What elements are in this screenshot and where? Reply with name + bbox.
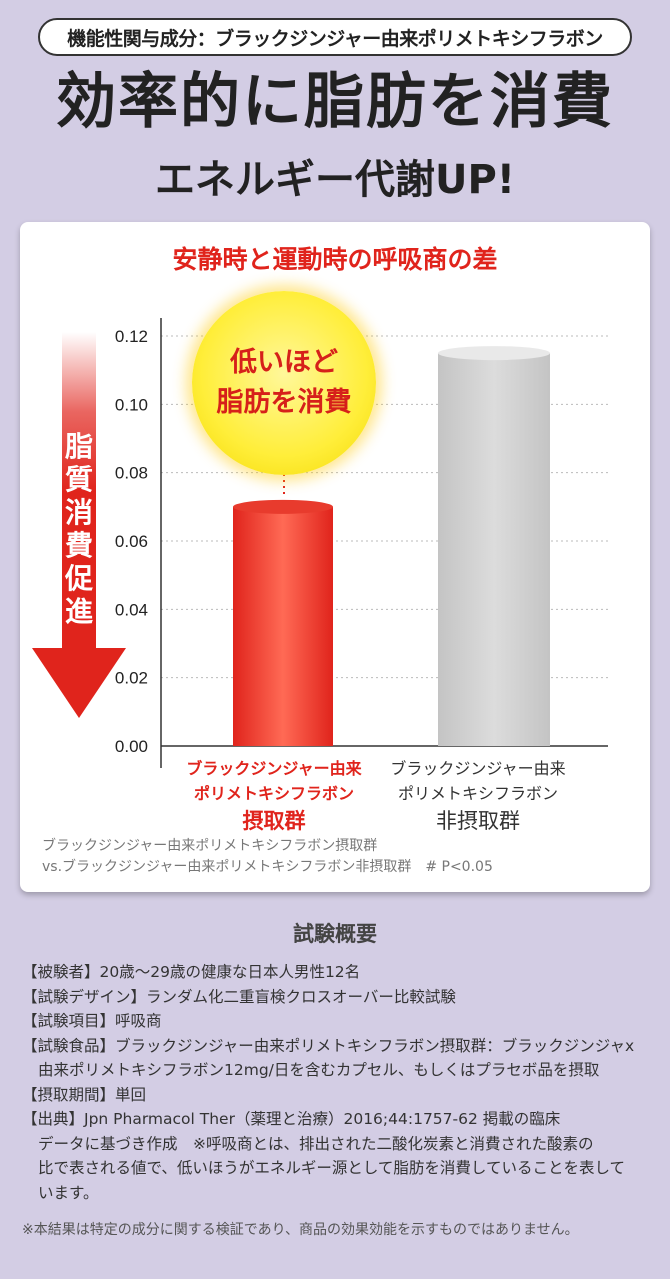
summary-source-2: データに基づき作成 ※呼吸商とは、排出された二酸化炭素と消費された酸素の — [38, 1134, 594, 1153]
x-label-treated-line-3: 摂取群 — [242, 809, 306, 833]
x-label-treated-line-2: ポリメトキシフラボン — [193, 784, 354, 803]
study-summary: 【被験者】20歳〜29歳の健康な日本人男性12名 【試験デザイン】ランダム化二重… — [22, 960, 648, 1205]
chart-footnote: ブラックジンジャー由来ポリメトキシフラボン摂取群 vs.ブラックジンジャー由来ポ… — [42, 836, 493, 878]
bar-treated — [233, 499, 333, 746]
functional-ingredient-pill: 機能性関与成分：ブラックジンジャー由来ポリメトキシフラボン — [38, 18, 632, 56]
callout-line-2: 脂肪を消費 — [216, 387, 352, 418]
footnote-line-2: vs.ブラックジンジャー由来ポリメトキシフラボン非摂取群 # P<0.05 — [42, 859, 493, 875]
y-tick-label: 0.08 — [115, 464, 148, 483]
y-tick-label: 0.00 — [115, 737, 148, 756]
y-tick-label: 0.02 — [115, 669, 148, 688]
summary-source-3: 比で表される値で、低いほうがエネルギー源として脂肪を消費していることを表して — [38, 1159, 625, 1177]
summary-period: 【摂取期間】単回 — [22, 1085, 147, 1104]
summary-food-1: 【試験食品】ブラックジンジャー由来ポリメトキシフラボン摂取群：ブラックジンジャx — [22, 1036, 635, 1055]
summary-source-1: 【出典】Jpn Pharmacol Ther（薬理と治療）2016;44:175… — [22, 1110, 561, 1128]
summary-design: 【試験デザイン】ランダム化二重盲検クロスオーバー比較試験 — [22, 987, 456, 1006]
callout-line-1: 低いほど — [230, 347, 338, 378]
headline: 効率的に脂肪を消費 — [56, 67, 614, 137]
summary-subjects: 【被験者】20歳〜29歳の健康な日本人男性12名 — [22, 963, 361, 981]
functional-ingredient-text: 機能性関与成分：ブラックジンジャー由来ポリメトキシフラボン — [67, 27, 603, 50]
x-label-treated: ブラックジンジャー由来 ポリメトキシフラボン 摂取群 — [164, 756, 384, 836]
x-label-untreated: ブラックジンジャー由来 ポリメトキシフラボン 非摂取群 — [368, 756, 588, 836]
down-arrow-icon — [32, 332, 126, 718]
callout-bubble: 低いほど 脂肪を消費 — [192, 291, 376, 475]
summary-food-2: 由来ポリメトキシフラボン12mg/日を含むカプセル、もしくはプラセボ品を摂取 — [38, 1061, 600, 1079]
bar-untreated — [438, 346, 550, 746]
y-tick-label: 0.12 — [115, 327, 148, 346]
y-tick-label: 0.10 — [115, 395, 148, 414]
summary-items: 【試験項目】呼吸商 — [22, 1012, 162, 1030]
y-axis-ticks: 0.00 0.02 0.04 0.06 0.08 0.10 0.12 — [115, 327, 148, 756]
x-label-untreated-line-1: ブラックジンジャー由来 — [390, 759, 566, 778]
disclaimer: ※本結果は特定の成分に関する検証であり、商品の効果効能を示すものではありません。 — [22, 1222, 579, 1238]
x-label-untreated-line-3: 非摂取群 — [436, 809, 520, 833]
summary-title: 試験概要 — [293, 922, 377, 946]
bar-chart: 0.00 0.02 0.04 0.06 0.08 0.10 0.12 — [32, 318, 608, 768]
subheadline: エネルギー代謝UP! — [154, 157, 516, 203]
bars — [233, 346, 550, 746]
x-label-treated-line-1: ブラックジンジャー由来 — [186, 759, 362, 778]
footnote-line-1: ブラックジンジャー由来ポリメトキシフラボン摂取群 — [42, 838, 378, 854]
y-tick-label: 0.04 — [115, 600, 148, 619]
y-tick-label: 0.06 — [115, 532, 148, 551]
chart-title: 安静時と運動時の呼吸商の差 — [172, 245, 498, 274]
x-label-untreated-line-2: ポリメトキシフラボン — [397, 784, 558, 803]
summary-source-4: います。 — [38, 1183, 99, 1202]
arrow-label: 脂質消費促進 — [64, 430, 93, 628]
chart-card: 安静時と運動時の呼吸商の差 0.00 0.0 — [20, 222, 650, 892]
